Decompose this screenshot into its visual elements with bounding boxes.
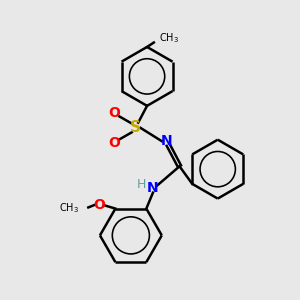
Text: O: O (108, 106, 120, 120)
Text: CH$_3$: CH$_3$ (59, 201, 80, 215)
Text: CH$_3$: CH$_3$ (159, 31, 179, 45)
Text: N: N (147, 181, 159, 195)
Text: O: O (93, 198, 105, 212)
Text: S: S (130, 120, 141, 135)
Text: N: N (160, 134, 172, 148)
Text: O: O (108, 136, 120, 150)
Text: H: H (137, 178, 146, 191)
